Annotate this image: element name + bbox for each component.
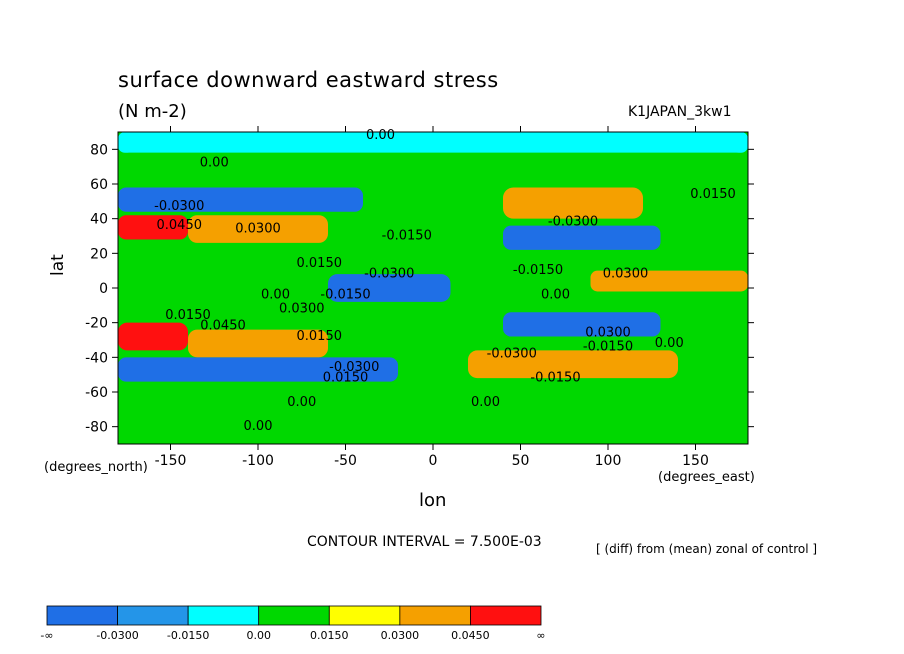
y-axis-units: (degrees_north): [44, 460, 148, 475]
stress-region-5: [503, 187, 643, 219]
x-tick-label: -50: [334, 453, 357, 469]
contour-label: 0.0450: [200, 319, 246, 334]
x-axis-units: (degrees_east): [658, 470, 755, 485]
contour-label: 0.0300: [235, 222, 281, 237]
colorbar-label: -0.0300: [96, 629, 138, 642]
colorbar-swatch: [470, 605, 542, 626]
contour-label: 0.00: [261, 287, 290, 302]
stress-region-8: [590, 270, 748, 292]
contour-label: 0.00: [541, 287, 570, 302]
y-tick-label: 80: [90, 142, 108, 158]
contour-label: 0.00: [244, 419, 273, 434]
colorbar-label: -∞: [40, 629, 53, 642]
contour-label: 0.0150: [165, 308, 211, 323]
y-tick-label: 0: [99, 281, 108, 297]
contour-label: -0.0300: [487, 346, 537, 361]
stress-region-1: [118, 152, 748, 188]
colorbar-label: 0.0300: [381, 629, 420, 642]
contour-label: 0.0300: [279, 301, 325, 316]
stress-region-3: [118, 215, 188, 240]
contour-label: 0.0150: [297, 329, 343, 344]
colorbar-swatch: [399, 605, 471, 626]
contour-label: -0.0150: [513, 263, 563, 278]
contour-label: -0.0150: [530, 371, 580, 386]
contour-label: -0.0150: [583, 339, 633, 354]
y-tick-label: 60: [90, 177, 108, 193]
x-tick-label: 50: [512, 453, 530, 469]
stress-region-4: [188, 215, 328, 243]
contour-label: 0.0300: [603, 267, 649, 282]
x-tick-label: 0: [429, 453, 438, 469]
diff-note: [ (diff) from (mean) zonal of control ]: [596, 542, 818, 556]
contour-interval: CONTOUR INTERVAL = 7.500E-03: [307, 534, 542, 550]
contour-label: -0.0150: [382, 228, 432, 243]
x-tick-label: 150: [682, 453, 709, 469]
contour-label: -0.0300: [154, 199, 204, 214]
colorbar-label: -0.0150: [167, 629, 209, 642]
colorbar-label: 0.0150: [310, 629, 349, 642]
contour-label: 0.0150: [297, 256, 343, 271]
contour-label: 0.0150: [690, 187, 736, 202]
contour-label: 0.00: [366, 128, 395, 143]
colorbar-label: 0.00: [246, 629, 271, 642]
colorbar-swatch: [328, 605, 401, 626]
y-tick-label: -60: [85, 385, 108, 401]
stress-region-2: [118, 187, 363, 212]
x-axis-label: lon: [419, 490, 447, 511]
x-tick-label: 100: [595, 453, 622, 469]
contour-label: 0.00: [471, 395, 500, 410]
stress-region-11: [188, 329, 328, 358]
colorbar-swatch: [258, 605, 330, 626]
run-label: K1JAPAN_3kw1: [628, 104, 732, 120]
y-tick-label: -20: [85, 316, 108, 332]
stress-region-7: [328, 274, 451, 302]
colorbar-label: 0.0450: [451, 629, 490, 642]
x-tick-label: -150: [155, 453, 187, 469]
colorbar-swatch: [46, 605, 118, 626]
y-tick-label: 40: [90, 212, 108, 228]
chart-units: (N m-2): [118, 101, 187, 122]
contour-label: 0.00: [200, 156, 229, 171]
x-tick-label: -100: [242, 453, 274, 469]
contour-label: -0.0300: [364, 267, 414, 282]
stress-region-12: [118, 357, 398, 382]
contour-label: -0.0300: [329, 360, 379, 375]
stress-region-6: [503, 225, 661, 250]
contour-label: 0.0300: [585, 326, 631, 341]
y-tick-label: -40: [85, 350, 108, 366]
colorbar-swatch: [117, 605, 189, 626]
y-tick-label: 20: [90, 246, 108, 262]
chart-title: surface downward eastward stress: [118, 68, 499, 92]
stress-region-13: [468, 350, 678, 379]
colorbar-label: ∞: [536, 629, 545, 642]
stress-region-9: [503, 312, 661, 337]
stress-region-14: [118, 385, 748, 444]
stress-region-10: [118, 322, 188, 351]
contour-label: -0.0150: [320, 287, 370, 302]
contour-label: -0.0300: [548, 215, 598, 230]
stress-region-0: [118, 132, 748, 153]
contour-label: 0.00: [655, 336, 684, 351]
y-tick-label: -80: [85, 420, 108, 436]
contour-label: 0.0150: [323, 371, 369, 386]
contour-label: 0.0450: [157, 218, 203, 233]
contour-label: 0.00: [287, 395, 316, 410]
colorbar-swatch: [187, 605, 260, 626]
